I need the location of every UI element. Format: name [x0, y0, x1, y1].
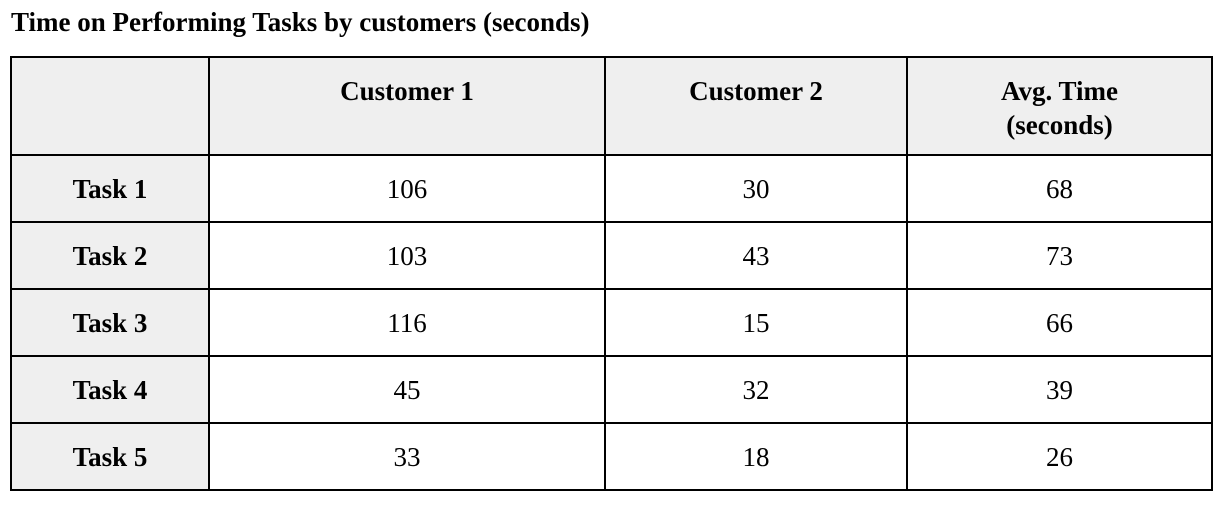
header-avg-time: Avg. Time (seconds)	[906, 56, 1213, 156]
table-row: Task 4 45 32 39	[10, 355, 1213, 424]
row-label-cell: Task 4	[10, 355, 210, 424]
avg-time-cell: 26	[906, 422, 1213, 491]
avg-time-cell: 68	[906, 154, 1213, 223]
customer-1-cell: 106	[208, 154, 606, 223]
customer-2-cell: 30	[604, 154, 908, 223]
table-row: Task 2 103 43 73	[10, 221, 1213, 290]
table-row: Task 5 33 18 26	[10, 422, 1213, 491]
customer-2-cell: 15	[604, 288, 908, 357]
avg-time-cell: 39	[906, 355, 1213, 424]
table-row: Task 1 106 30 68	[10, 154, 1213, 223]
header-customer-2: Customer 2	[604, 56, 908, 156]
avg-time-cell: 73	[906, 221, 1213, 290]
data-table: Customer 1 Customer 2 Avg. Time (seconds…	[10, 56, 1213, 491]
header-avg-time-line-1: Avg. Time	[1000, 76, 1118, 106]
customer-2-cell: 43	[604, 221, 908, 290]
header-customer-1: Customer 1	[208, 56, 606, 156]
customer-1-cell: 45	[208, 355, 606, 424]
header-row: Customer 1 Customer 2 Avg. Time (seconds…	[10, 56, 1213, 156]
customer-1-cell: 33	[208, 422, 606, 491]
customer-2-cell: 18	[604, 422, 908, 491]
row-label-cell: Task 2	[10, 221, 210, 290]
table-row: Task 3 116 15 66	[10, 288, 1213, 357]
customer-1-cell: 103	[208, 221, 606, 290]
row-label-cell: Task 1	[10, 154, 210, 223]
chart-title: Time on Performing Tasks by customers (s…	[11, 7, 590, 37]
row-label-cell: Task 5	[10, 422, 210, 491]
header-corner-cell	[10, 56, 210, 156]
customer-1-cell: 116	[208, 288, 606, 357]
avg-time-cell: 66	[906, 288, 1213, 357]
row-label-cell: Task 3	[10, 288, 210, 357]
customer-2-cell: 32	[604, 355, 908, 424]
header-avg-time-line-2: (seconds)	[1006, 110, 1113, 140]
